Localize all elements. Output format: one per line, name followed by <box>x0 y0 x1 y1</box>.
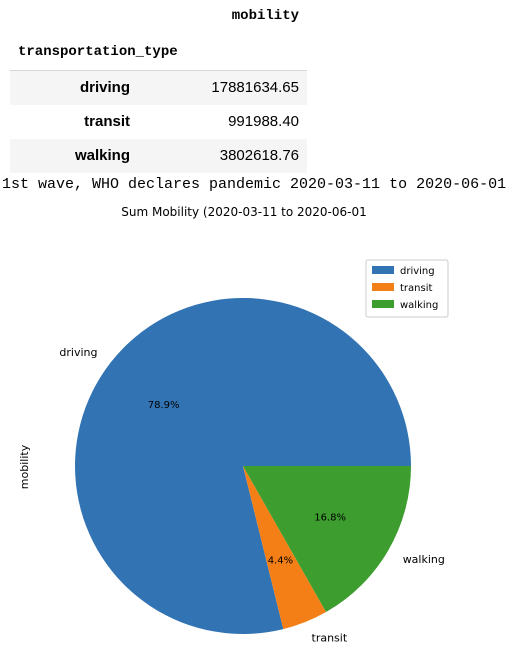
legend-label-transit: transit <box>400 283 432 294</box>
table-row: transit 991988.40 <box>10 105 307 139</box>
legend-swatch-walking <box>372 300 394 308</box>
slice-percent-label: 4.4% <box>268 556 293 567</box>
chart-title: Sum Mobility (2020-03-11 to 2020-06-01 <box>121 205 367 219</box>
slice-percent-label: 78.9% <box>148 400 180 411</box>
output-text: 1st wave, WHO declares pandemic 2020-03-… <box>2 176 507 193</box>
legend-label-driving: driving <box>400 266 435 277</box>
legend-swatch-driving <box>372 266 394 274</box>
labels-group: driving 78.9% transit 4.4% walking 16.8% <box>59 346 444 644</box>
column-header: mobility <box>231 8 299 24</box>
legend-swatch-transit <box>372 283 394 291</box>
slice-category-label: transit <box>312 632 348 645</box>
slice-category-label: walking <box>403 553 445 566</box>
table-row: walking 3802618.76 <box>10 139 307 173</box>
pie-chart: Sum Mobility (2020-03-11 to 2020-06-01 m… <box>18 205 449 645</box>
index-header: transportation_type <box>18 44 178 60</box>
header-divider <box>10 70 307 71</box>
legend-label-walking: walking <box>400 300 438 311</box>
row-value: 991988.40 <box>228 113 299 130</box>
row-index: transit <box>84 113 130 130</box>
slice-category-label: driving <box>59 346 97 359</box>
row-value: 3802618.76 <box>219 147 299 164</box>
row-value: 17881634.65 <box>211 79 299 96</box>
pie-slice-walking <box>243 466 411 613</box>
row-index: driving <box>79 79 130 96</box>
table-row: driving 17881634.65 <box>10 71 307 105</box>
legend: driving transit walking <box>365 259 449 318</box>
y-axis-label: mobility <box>18 444 31 489</box>
row-index: walking <box>74 147 130 164</box>
slices-group <box>75 297 411 634</box>
slice-percent-label: 16.8% <box>314 513 346 524</box>
pie-slice-transit <box>243 466 327 630</box>
pie-slice-driving <box>75 297 411 634</box>
